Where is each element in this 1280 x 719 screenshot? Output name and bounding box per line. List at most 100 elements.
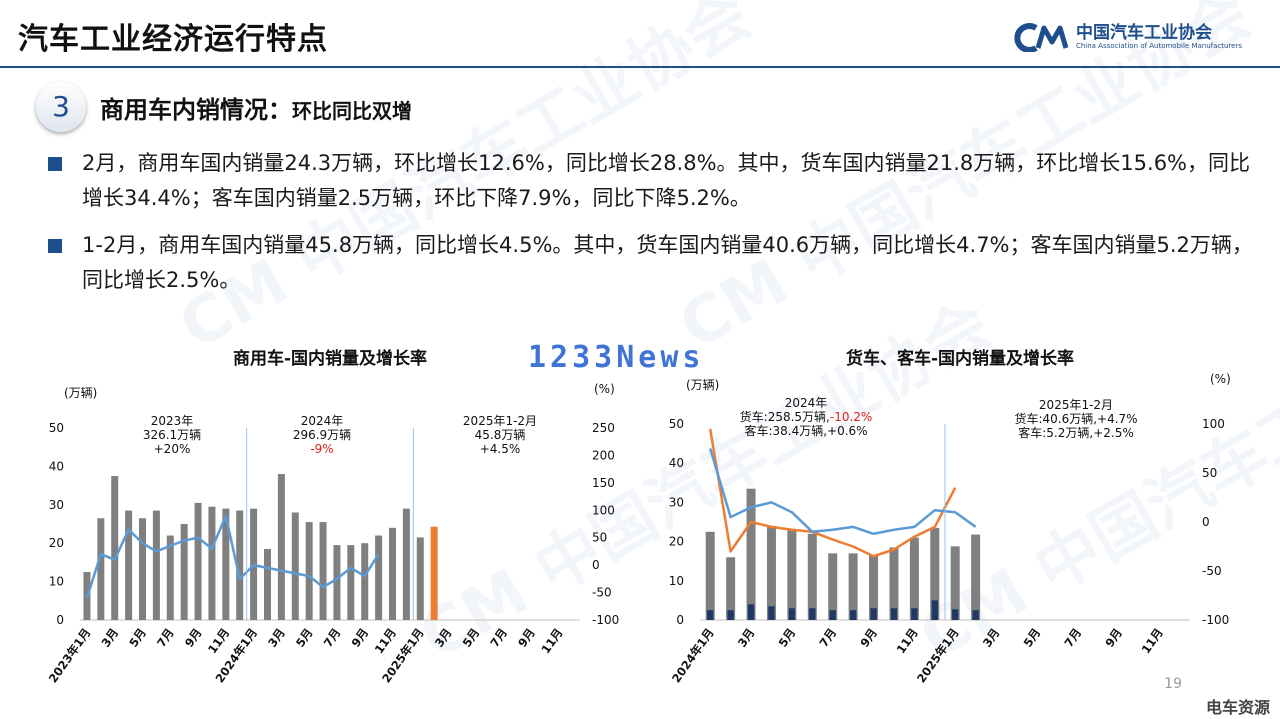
x-tick-label: 3月 [735,626,758,650]
x-tick-label: 2024年1月 [669,626,717,686]
x-tick-label: 3月 [432,626,455,650]
chart-left: 50403020100250200150100500-50-1002023年1月… [46,421,619,686]
annotation-truck-change: -10.2% [829,410,873,424]
annotation-volume: 326.1万辆 [142,428,202,442]
annotation-year: 2025年1-2月 [1038,398,1114,412]
bullet-list: 2月，商用车国内销量24.3万辆，环比增长12.6%，同比增长28.8%。其中，… [40,146,1260,310]
bar-truck [848,553,858,620]
section-subtitle: 环比同比双增 [292,99,412,123]
bar [389,527,396,620]
series-line [709,448,977,536]
chart-title: 货车、客车-国内销量及增长率 [845,349,1075,369]
x-tick-label: 7月 [487,626,510,650]
annotation-change: +4.5% [479,442,521,456]
bar-bus [707,610,714,620]
x-tick-label: 7月 [1062,626,1085,650]
x-tick-label: 5月 [126,626,149,650]
annotation-truck: 货车:40.6万辆,+4.7% [1014,412,1138,426]
y2-tick-label: 0 [1202,515,1210,529]
y-tick-label: 10 [49,575,64,589]
bullet-text: 1-2月，商用车国内销量45.8万辆，同比增长4.5%。其中，货车国内销量40.… [82,233,1253,292]
x-tick-label: 11月 [205,626,232,657]
bar-truck [746,488,756,620]
bar-truck [807,533,817,620]
bar [166,535,174,620]
bar-truck [705,531,715,620]
bar [152,510,160,620]
x-tick-label: 9月 [182,626,205,650]
y-tick-label: 40 [49,459,64,473]
y-tick-label: 10 [669,574,684,588]
bullet-item: 2月，商用车国内销量24.3万辆，环比增长12.6%，同比增长28.8%。其中，… [40,146,1260,216]
x-tick-label: 11月 [894,626,921,657]
bullet-text: 2月，商用车国内销量24.3万辆，环比增长12.6%，同比增长28.8%。其中，… [82,151,1251,210]
x-tick-label: 11月 [372,626,399,657]
x-tick-label: 5月 [1021,626,1044,650]
bar-bus [849,610,857,620]
bar [125,510,133,620]
bullet-item: 1-2月，商用车国内销量45.8万辆，同比增长4.5%。其中，货车国内销量40.… [40,228,1260,298]
x-tick-label: 11月 [538,626,565,657]
y-tick-label: 20 [669,535,684,549]
bar-bus [768,606,775,620]
chart-annotation: 2024年 货车:258.5万辆,-10.2% 客车:38.4万辆,+0.6% [726,396,886,438]
bar-truck [828,553,838,620]
bar [264,548,271,620]
bullet-square-icon [48,239,62,253]
bar [430,526,438,620]
bar-truck [766,525,776,620]
page-title: 汽车工业经济运行特点 [18,22,328,57]
bar [319,522,327,620]
y-tick-label: 50 [49,421,64,435]
x-tick-label: 2023年1月 [46,626,94,686]
x-tick-label: 7月 [154,626,177,650]
y2-tick-label: -100 [592,613,619,627]
annotation-bus: 客车:38.4万辆,+0.6% [744,424,868,438]
bar-truck [950,546,960,620]
bar-bus [747,604,755,620]
x-tick-label: 11月 [1139,626,1166,657]
bar-truck [971,534,981,620]
bar [97,518,105,620]
chart-title: 商用车-国内销量及增长率 [232,349,428,369]
x-tick-label: 3月 [99,626,122,650]
bar-bus [809,608,816,620]
y2-tick-label: -100 [1202,613,1229,627]
x-tick-label: 5月 [293,626,316,650]
logo: 中国汽车工业协会 China Association of Automobile… [1012,22,1242,52]
bar [291,512,299,620]
annotation-bus: 客车:5.2万辆,+2.5% [1018,426,1134,440]
chart-annotation: 2024年 296.9万辆 -9% [262,414,382,456]
watermark-stamp: 1233News [528,340,705,375]
annotation-year: 2023年 [150,414,194,428]
bar [208,506,216,620]
bar [139,518,146,620]
bar-bus [870,608,877,620]
y2-axis-unit: (%) [594,382,615,396]
y2-tick-label: 100 [592,503,615,517]
bar-truck [889,547,899,620]
y2-tick-label: 200 [592,448,615,462]
y2-tick-label: 150 [592,476,615,490]
x-tick-label: 2025年1月 [914,626,962,686]
bar-bus [952,609,959,620]
bar [111,476,119,620]
annotation-year: 2024年 [784,396,828,410]
chart-annotation: 2025年1-2月 货车:40.6万辆,+4.7% 客车:5.2万辆,+2.5% [996,398,1156,440]
bar-truck [869,555,879,620]
y-tick-label: 0 [56,613,64,627]
bar-bus [931,600,938,620]
y-tick-label: 30 [49,498,64,512]
series-line [708,428,957,558]
y-tick-label: 20 [49,536,64,550]
annotation-change: -9% [310,442,334,456]
y2-tick-label: 50 [592,531,607,545]
annotation-year: 2025年1-2月 [462,414,538,428]
bar [222,508,230,620]
logo-icon [1014,23,1069,52]
y-axis-unit: (万辆) [686,378,720,392]
bar-bus [911,608,918,620]
bar [194,502,202,620]
bar [361,543,369,620]
bar [333,545,341,620]
